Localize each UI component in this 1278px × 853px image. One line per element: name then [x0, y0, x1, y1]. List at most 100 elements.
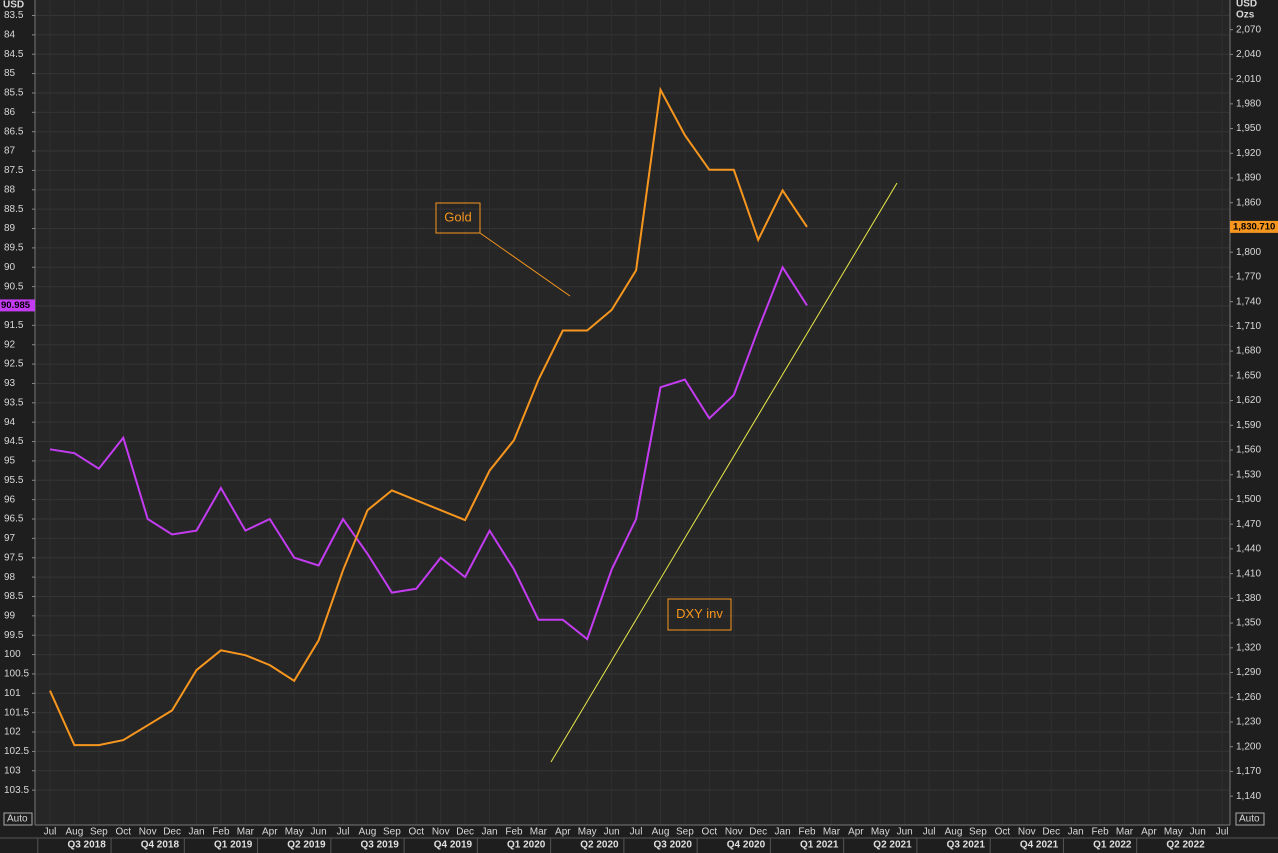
x-tick-label: Oct [409, 827, 425, 838]
x-tick-label: May [871, 827, 890, 838]
y2-tick-label: 1,710 [1236, 321, 1261, 332]
y-tick-label: 99.5 [4, 630, 24, 641]
y2-tick-label: 1,140 [1236, 791, 1261, 802]
x-tick-label: Jun [897, 827, 913, 838]
x-tick-label: Jul [337, 827, 350, 838]
last-value-badge [0, 299, 35, 312]
y2-tick-label: 1,560 [1236, 445, 1261, 456]
x-tick-label: Nov [139, 827, 157, 838]
y-tick-label: 103.5 [4, 785, 29, 796]
x-tick-label: Jan [775, 827, 791, 838]
y-tick-label: 96 [4, 494, 16, 505]
auto-button-label[interactable]: Auto [7, 814, 28, 825]
last-value-label: 90.985 [1, 300, 31, 311]
quarter-label: Q2 2022 [1166, 840, 1205, 851]
y-tick-label: 101.5 [4, 707, 29, 718]
y-tick-label: 86.5 [4, 126, 24, 137]
quarter-label: Q1 2022 [1093, 840, 1132, 851]
plot-area [35, 0, 1230, 825]
annotation: DXY inv [676, 606, 723, 621]
x-tick-label: May [578, 827, 597, 838]
quarter-label: Q3 2020 [654, 840, 693, 851]
x-tick-label: Jun [604, 827, 620, 838]
annotation-box [435, 202, 481, 234]
y-tick-label: 100.5 [4, 669, 29, 680]
x-tick-label: May [285, 827, 304, 838]
y-tick-label: 103 [4, 765, 21, 776]
x-tick-label: Aug [66, 827, 84, 838]
quarter-label: Q2 2019 [287, 840, 326, 851]
y-tick-label: 92 [4, 339, 16, 350]
y2-tick-label: 1,200 [1236, 741, 1261, 752]
auto-button[interactable] [3, 812, 33, 826]
last-value-badge [1230, 220, 1278, 233]
x-tick-label: Jul [923, 827, 936, 838]
y-unit: USD [3, 0, 24, 11]
y2-tick-label: 1,290 [1236, 667, 1261, 678]
y2-tick-label: 1,620 [1236, 395, 1261, 406]
y-tick-label: 89.5 [4, 243, 24, 254]
x-tick-label: Oct [702, 827, 718, 838]
x-tick-label: Oct [115, 827, 131, 838]
x-tick-label: Jul [630, 827, 643, 838]
y-tick-label: 97.5 [4, 552, 24, 563]
x-tick-label: Mar [823, 827, 841, 838]
y-tick-label: 102 [4, 727, 21, 738]
quarter-label: Q2 2020 [580, 840, 619, 851]
y-tick-label: 85.5 [4, 88, 24, 99]
x-tick-label: Dec [1042, 827, 1060, 838]
quarter-label: Q4 2019 [434, 840, 473, 851]
y2-tick-label: 1,950 [1236, 123, 1261, 134]
y2-tick-label: 1,800 [1236, 247, 1261, 258]
quarter-label: Q1 2019 [214, 840, 253, 851]
y-tick-label: 90 [4, 262, 16, 273]
annotation-pointer [479, 232, 571, 297]
y-tick-label: 96.5 [4, 514, 24, 525]
x-tick-label: Aug [652, 827, 670, 838]
auto-button[interactable] [1235, 812, 1265, 826]
y-tick-label: 86 [4, 107, 16, 118]
y-tick-label: 88.5 [4, 204, 24, 215]
y-tick-label: 83.5 [4, 10, 24, 21]
quarter-label: Q4 2021 [1020, 840, 1059, 851]
y2-tick-label: 1,980 [1236, 98, 1261, 109]
y-tick-label: 101 [4, 688, 21, 699]
y2-tick-label: 1,230 [1236, 717, 1261, 728]
x-tick-label: Apr [555, 827, 571, 838]
x-tick-label: Apr [1141, 827, 1157, 838]
x-tick-label: Sep [676, 827, 694, 838]
x-tick-label: Nov [432, 827, 450, 838]
last-value-label: 1,830.710 [1233, 221, 1275, 232]
quarter-label: Q3 2019 [360, 840, 399, 851]
x-tick-label: Mar [1116, 827, 1134, 838]
quarter-label: Q3 2018 [67, 840, 106, 851]
y-tick-label: 87 [4, 146, 16, 157]
x-tick-label: Jan [188, 827, 204, 838]
auto-button-label[interactable]: Auto [1239, 814, 1260, 825]
quarter-label: Q4 2018 [141, 840, 180, 851]
y2-tick-label: 1,590 [1236, 420, 1261, 431]
x-tick-label: Aug [359, 827, 377, 838]
x-tick-label: May [1164, 827, 1183, 838]
y-tick-label: 91.5 [4, 320, 24, 331]
y2-tick-label: 1,380 [1236, 593, 1261, 604]
y-tick-label: 88 [4, 184, 16, 195]
y2-tick-label: 1,860 [1236, 197, 1261, 208]
y2-tick-label: 1,500 [1236, 494, 1261, 505]
x-tick-label: Feb [1091, 827, 1109, 838]
y-tick-label: 99 [4, 610, 16, 621]
y-tick-label: 85 [4, 68, 16, 79]
y-tick-label: 90.5 [4, 281, 24, 292]
x-tick-label: Feb [798, 827, 816, 838]
y2-tick-label: 1,320 [1236, 642, 1261, 653]
x-tick-label: Oct [995, 827, 1011, 838]
x-tick-label: Jul [44, 827, 57, 838]
x-tick-label: Dec [456, 827, 474, 838]
x-tick-label: Apr [848, 827, 864, 838]
y2-tick-label: 2,070 [1236, 24, 1261, 35]
y-tick-label: 100 [4, 649, 21, 660]
y-tick-label: 87.5 [4, 165, 24, 176]
y2-tick-label: 1,350 [1236, 618, 1261, 629]
y2-tick-label: 1,680 [1236, 346, 1261, 357]
x-tick-label: Jun [311, 827, 327, 838]
